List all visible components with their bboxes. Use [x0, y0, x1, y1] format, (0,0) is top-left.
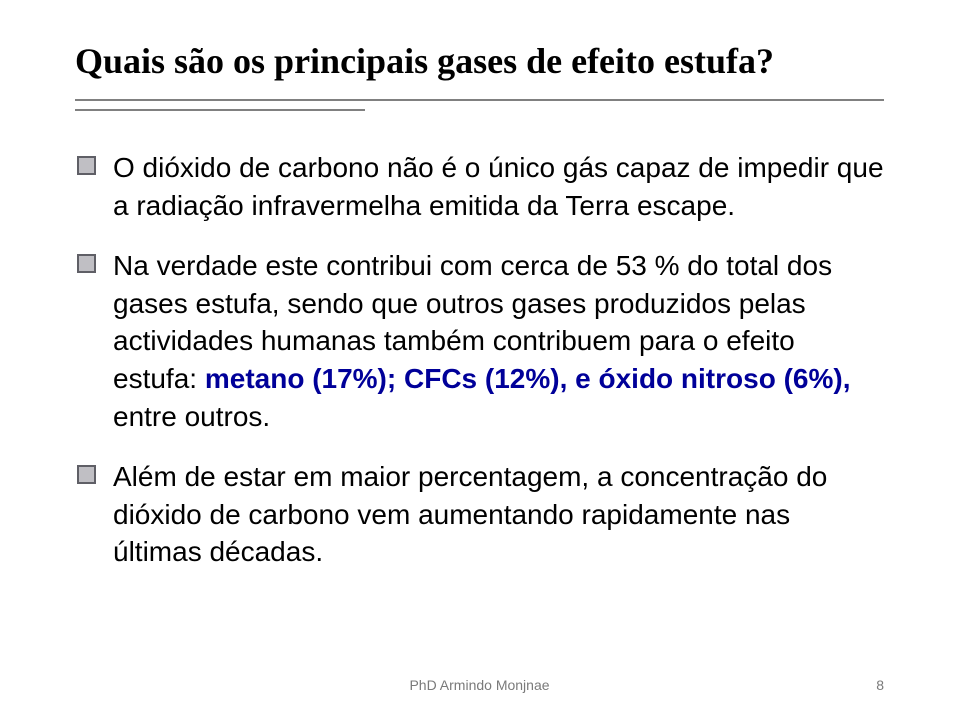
rule-short: [75, 109, 365, 111]
list-item: O dióxido de carbono não é o único gás c…: [75, 149, 884, 225]
bullet-text-post: entre outros.: [113, 401, 270, 432]
bullet-list: O dióxido de carbono não é o único gás c…: [75, 149, 884, 571]
footer-page-number: 8: [876, 677, 884, 693]
footer-author: PhD Armindo Monjnae: [0, 677, 959, 693]
list-item: Além de estar em maior percentagem, a co…: [75, 458, 884, 571]
bullet-text: Além de estar em maior percentagem, a co…: [113, 461, 827, 568]
title-underline: [75, 91, 884, 121]
square-bullet-icon: [77, 156, 96, 175]
bullet-highlight: metano (17%); CFCs (12%), e óxido nitros…: [205, 363, 851, 394]
page-title: Quais são os principais gases de efeito …: [75, 40, 884, 83]
square-bullet-icon: [77, 254, 96, 273]
slide: Quais são os principais gases de efeito …: [0, 0, 959, 713]
title-wrap: Quais são os principais gases de efeito …: [75, 40, 884, 83]
square-bullet-icon: [77, 465, 96, 484]
rule-long: [75, 99, 884, 101]
bullet-text: O dióxido de carbono não é o único gás c…: [113, 152, 884, 221]
list-item: Na verdade este contribui com cerca de 5…: [75, 247, 884, 436]
